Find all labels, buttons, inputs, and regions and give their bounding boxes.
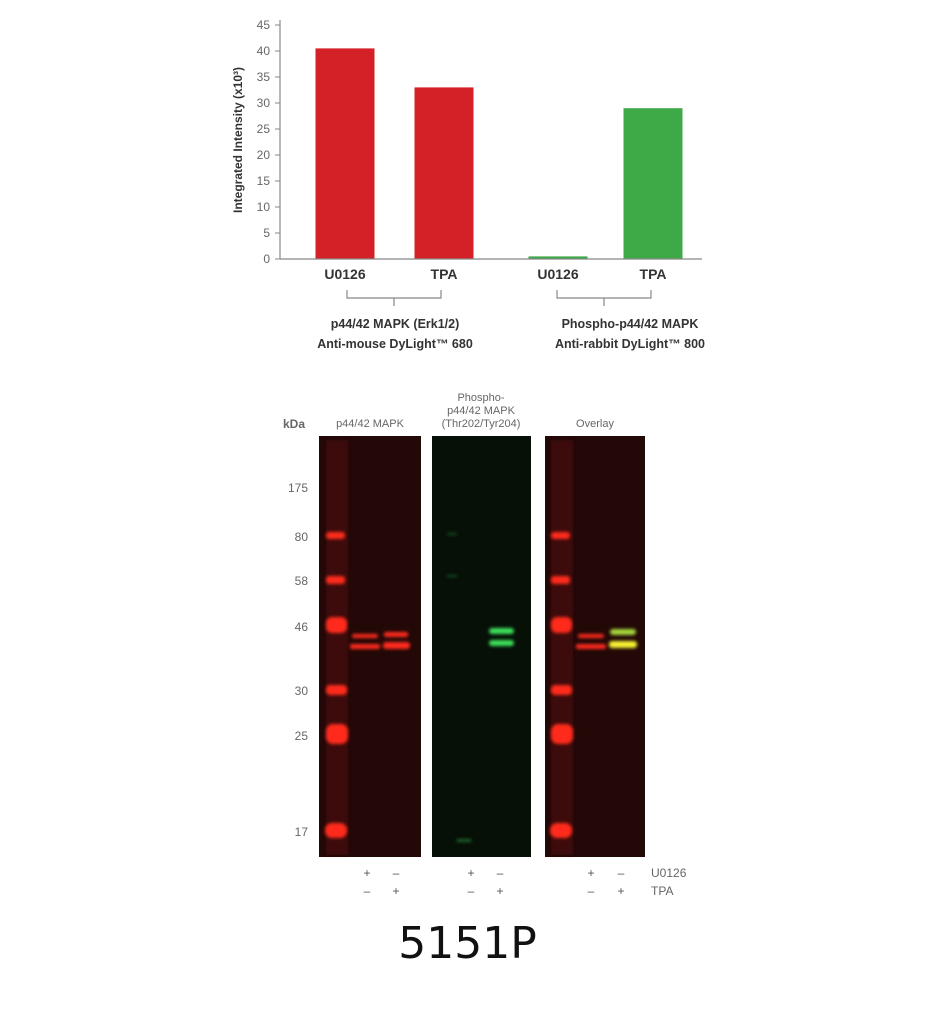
lane-sign: –	[618, 866, 625, 880]
blot-panel-phospho	[432, 436, 531, 857]
western-blot: kDa p44/42 MAPK Phospho- p44/42 MAPK (Th…	[283, 392, 687, 898]
kda-label: kDa	[283, 417, 305, 431]
marker-label: 25	[295, 729, 309, 743]
blot-panel-overlay	[545, 436, 645, 857]
y-tick-label: 5	[263, 226, 270, 240]
lane-sign: +	[496, 884, 503, 898]
panel-title: (Thr202/Tyr204)	[442, 418, 521, 430]
y-tick-label: 35	[257, 70, 271, 84]
panel-title: Overlay	[576, 418, 614, 430]
group-bracket	[556, 290, 652, 306]
panel-title: p44/42 MAPK	[336, 418, 405, 430]
lane-sign: +	[617, 884, 624, 898]
lane-sign: –	[393, 866, 400, 880]
group-bracket	[346, 290, 442, 306]
bar-u0126-phospho	[528, 256, 588, 259]
y-tick-label: 20	[257, 148, 271, 162]
lane-sign: –	[468, 884, 475, 898]
y-tick-label: 30	[257, 96, 271, 110]
marker-label: 46	[295, 620, 309, 634]
lane-sign: –	[588, 884, 595, 898]
lane-sign: –	[497, 866, 504, 880]
marker-label: 58	[295, 574, 309, 588]
group-label: Phospho-p44/42 MAPK	[562, 317, 699, 331]
lane-sign: +	[363, 866, 370, 880]
y-tick-label: 45	[257, 18, 271, 32]
blot-panel-total	[319, 436, 421, 857]
y-tick-label: 15	[257, 174, 271, 188]
lane-sign: –	[364, 884, 371, 898]
x-tick-label: TPA	[431, 266, 458, 282]
treatment-label: TPA	[651, 884, 673, 898]
marker-label: 17	[295, 825, 309, 839]
lane-sign: +	[392, 884, 399, 898]
marker-label: 80	[295, 530, 309, 544]
y-tick-label: 0	[263, 252, 270, 266]
treatment-label: U0126	[651, 866, 687, 880]
bar-tpa-total	[414, 87, 474, 260]
marker-label: 30	[295, 684, 309, 698]
y-tick-label: 10	[257, 200, 271, 214]
bar-tpa-phospho	[623, 108, 683, 259]
bar-chart: 0 5 10 15 20 25 30 35 40 45 Integrated Intensity …	[231, 18, 705, 351]
x-tick-label: U0126	[324, 266, 365, 282]
group-label: p44/42 MAPK (Erk1/2)	[331, 317, 460, 331]
x-tick-label: U0126	[537, 266, 578, 282]
panel-title: Phospho-	[457, 392, 504, 404]
bar-u0126-total	[315, 48, 375, 260]
lane-sign: +	[467, 866, 474, 880]
marker-label: 175	[288, 481, 308, 495]
group-label: Anti-mouse DyLight™ 680	[317, 337, 473, 351]
group-label: Anti-rabbit DyLight™ 800	[555, 337, 705, 351]
product-code: 5151P	[398, 918, 537, 969]
lane-sign: +	[587, 866, 594, 880]
y-tick-label: 40	[257, 44, 271, 58]
x-tick-label: TPA	[640, 266, 667, 282]
panel-title: p44/42 MAPK	[447, 405, 516, 417]
y-tick-label: 25	[257, 122, 271, 136]
y-axis-label: Integrated Intensity (x10³)	[231, 67, 245, 213]
